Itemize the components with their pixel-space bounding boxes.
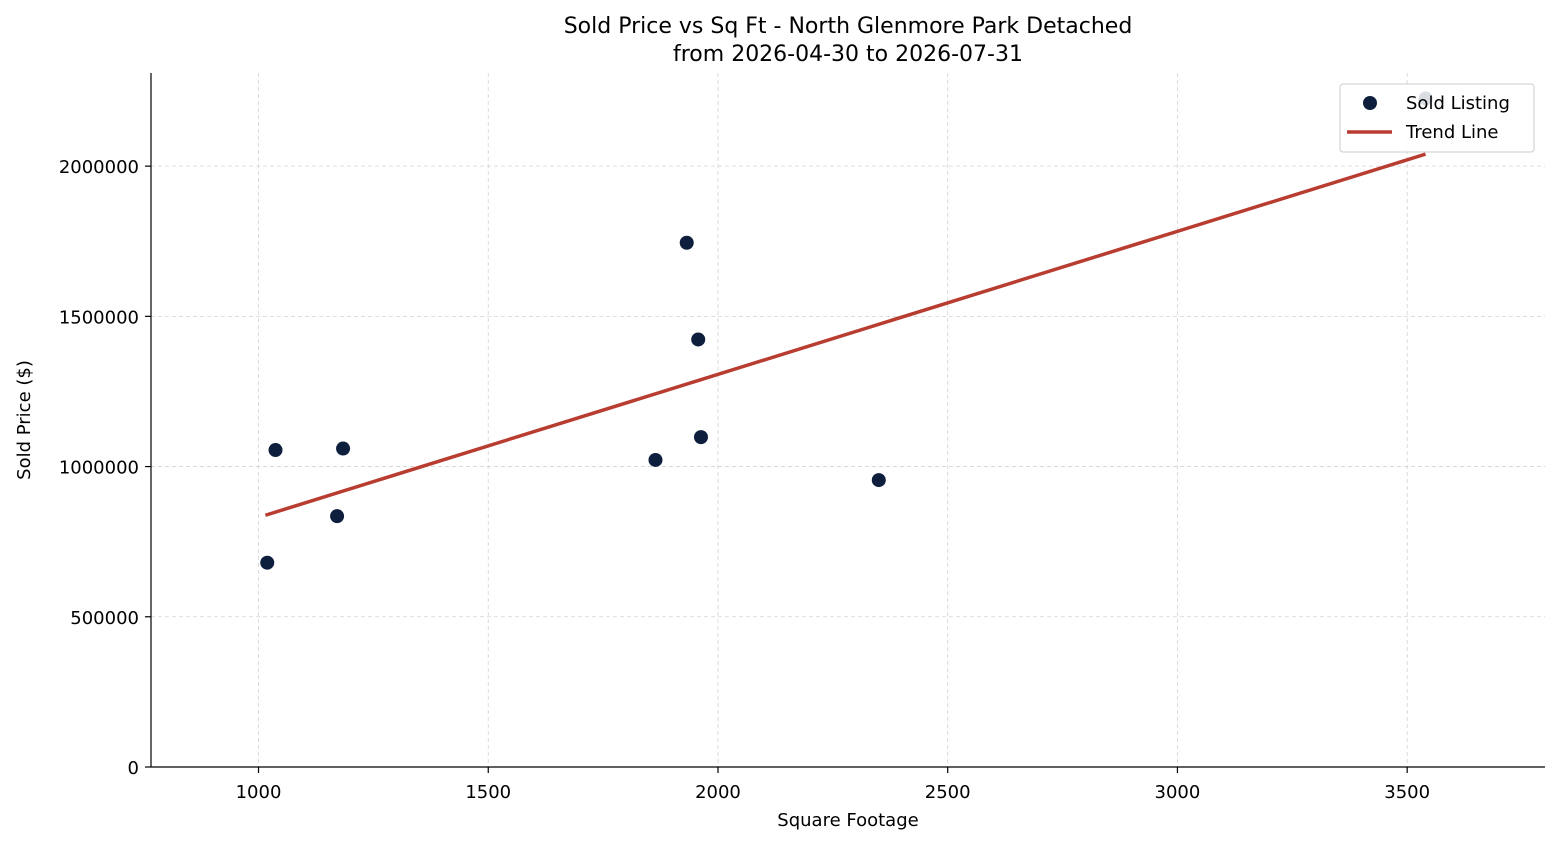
- x-tick-label: 3000: [1155, 782, 1201, 803]
- data-point: [693, 430, 708, 445]
- x-tick-label: 2500: [925, 782, 971, 803]
- data-point: [871, 473, 886, 488]
- legend-marker-sold-listing: [1363, 96, 1377, 110]
- x-tick-label: 1000: [236, 782, 282, 803]
- plot-area: [260, 91, 1433, 570]
- y-axis-label: Sold Price ($): [14, 360, 35, 480]
- data-point: [648, 452, 663, 467]
- x-tick-label: 1500: [465, 782, 511, 803]
- x-tick-label: 2000: [695, 782, 741, 803]
- x-tick-label: 3500: [1384, 782, 1430, 803]
- data-point: [330, 509, 345, 524]
- y-tick-label: 0: [128, 758, 139, 779]
- data-point: [260, 555, 275, 570]
- data-point: [336, 441, 351, 456]
- y-tick-label: 2000000: [59, 157, 139, 178]
- legend-label-sold-listing: Sold Listing: [1406, 93, 1510, 114]
- data-point: [268, 443, 283, 458]
- grid-lines: [151, 73, 1545, 768]
- chart-subtitle: from 2026-04-30 to 2026-07-31: [673, 42, 1023, 67]
- y-ticks: 0 500000 1000000 1500000 2000000: [59, 157, 151, 779]
- y-tick-label: 500000: [70, 608, 139, 629]
- trend-line: [264, 152, 1427, 517]
- legend-box: [1339, 83, 1535, 153]
- data-point: [679, 235, 694, 250]
- y-tick-label: 1500000: [59, 307, 139, 328]
- legend: Sold Listing Trend Line: [1339, 83, 1535, 153]
- y-tick-label: 1000000: [59, 458, 139, 479]
- x-ticks: 1000 1500 2000 2500 3000 3500: [236, 767, 1430, 803]
- chart-title: Sold Price vs Sq Ft - North Glenmore Par…: [564, 14, 1133, 39]
- data-point: [691, 332, 706, 347]
- x-axis-label: Square Footage: [777, 810, 918, 831]
- legend-label-trend-line: Trend Line: [1405, 122, 1499, 143]
